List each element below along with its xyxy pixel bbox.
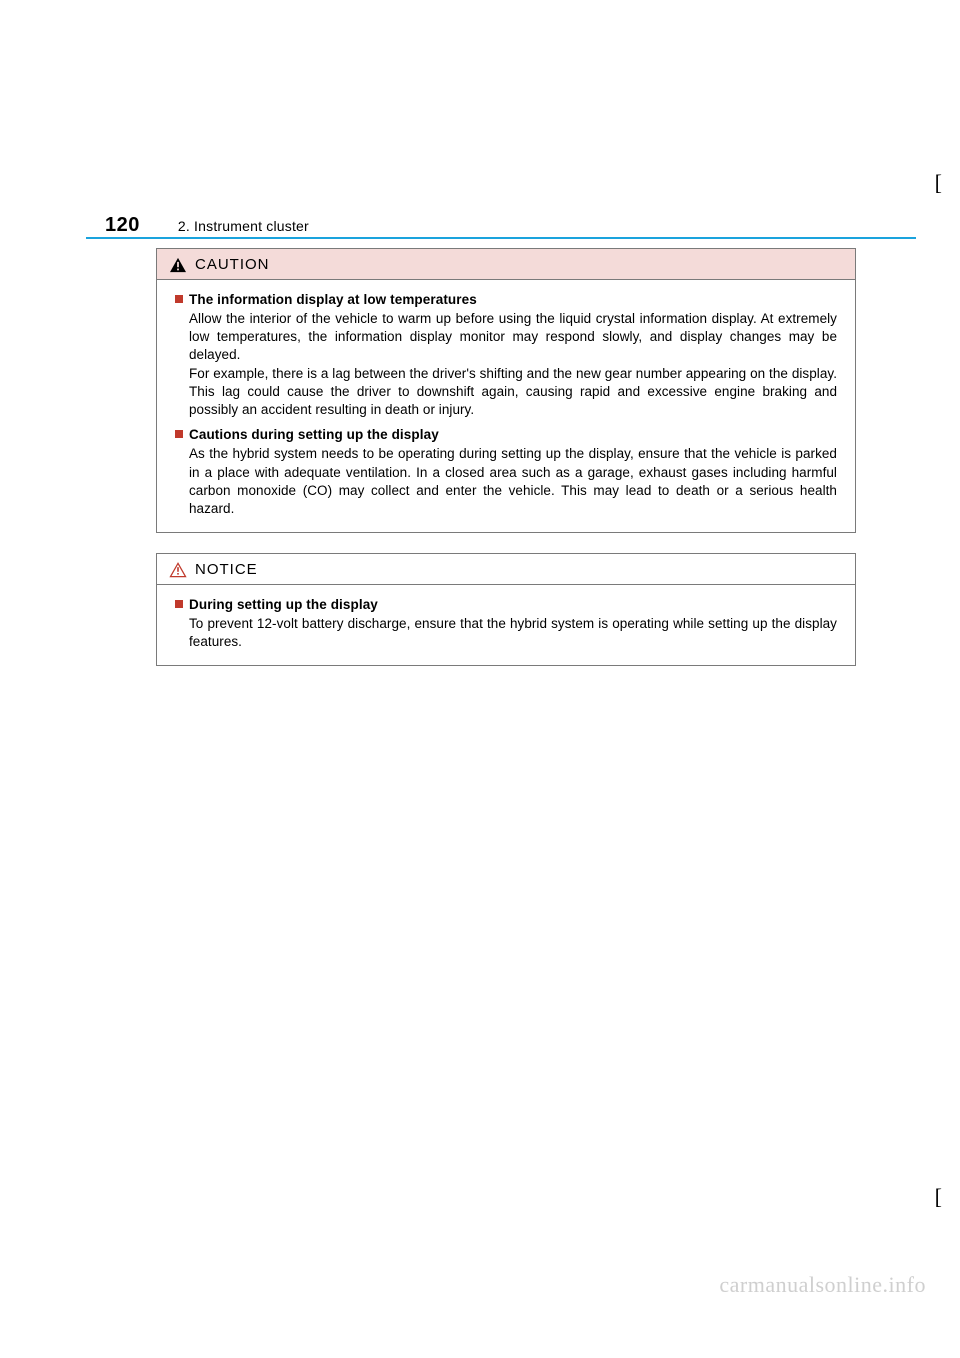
manual-page: 120 2. Instrument cluster [ [ CAUTION Th… [0, 0, 960, 1358]
notice-title: NOTICE [195, 561, 258, 578]
section-title: 2. Instrument cluster [178, 218, 309, 234]
page-header: 120 2. Instrument cluster [105, 214, 913, 237]
page-number: 120 [105, 214, 140, 237]
caution-title: CAUTION [195, 256, 270, 273]
caution-header: CAUTION [157, 249, 855, 280]
item-body: Allow the interior of the vehicle to war… [189, 310, 837, 419]
item-heading-row: During setting up the display [175, 597, 837, 612]
notice-body: During setting up the display To prevent… [157, 585, 855, 665]
caution-item: The information display at low temperatu… [175, 292, 837, 419]
item-paragraph: To prevent 12-volt battery discharge, en… [189, 615, 837, 651]
watermark-text: carmanualsonline.info [719, 1272, 926, 1298]
item-paragraph: As the hybrid system needs to be operati… [189, 445, 837, 518]
square-bullet-icon [175, 295, 183, 303]
item-heading-row: The information display at low temperatu… [175, 292, 837, 307]
notice-box: NOTICE During setting up the display To … [156, 553, 856, 666]
item-title: The information display at low temperatu… [189, 292, 477, 307]
item-body: As the hybrid system needs to be operati… [189, 445, 837, 518]
item-body: To prevent 12-volt battery discharge, en… [189, 615, 837, 651]
square-bullet-icon [175, 600, 183, 608]
crop-mark-bottom: [ [935, 1184, 942, 1210]
square-bullet-icon [175, 430, 183, 438]
header-underline [86, 237, 916, 239]
item-title: Cautions during setting up the display [189, 427, 439, 442]
item-paragraph: Allow the interior of the vehicle to war… [189, 310, 837, 365]
item-heading-row: Cautions during setting up the display [175, 427, 837, 442]
caution-item: Cautions during setting up the display A… [175, 427, 837, 518]
warning-triangle-outline-icon [169, 562, 187, 578]
item-paragraph: For example, there is a lag between the … [189, 365, 837, 420]
warning-triangle-icon [169, 257, 187, 273]
caution-body: The information display at low temperatu… [157, 280, 855, 532]
notice-item: During setting up the display To prevent… [175, 597, 837, 651]
item-title: During setting up the display [189, 597, 378, 612]
caution-box: CAUTION The information display at low t… [156, 248, 856, 533]
crop-mark-top: [ [935, 170, 942, 196]
notice-header: NOTICE [157, 554, 855, 585]
